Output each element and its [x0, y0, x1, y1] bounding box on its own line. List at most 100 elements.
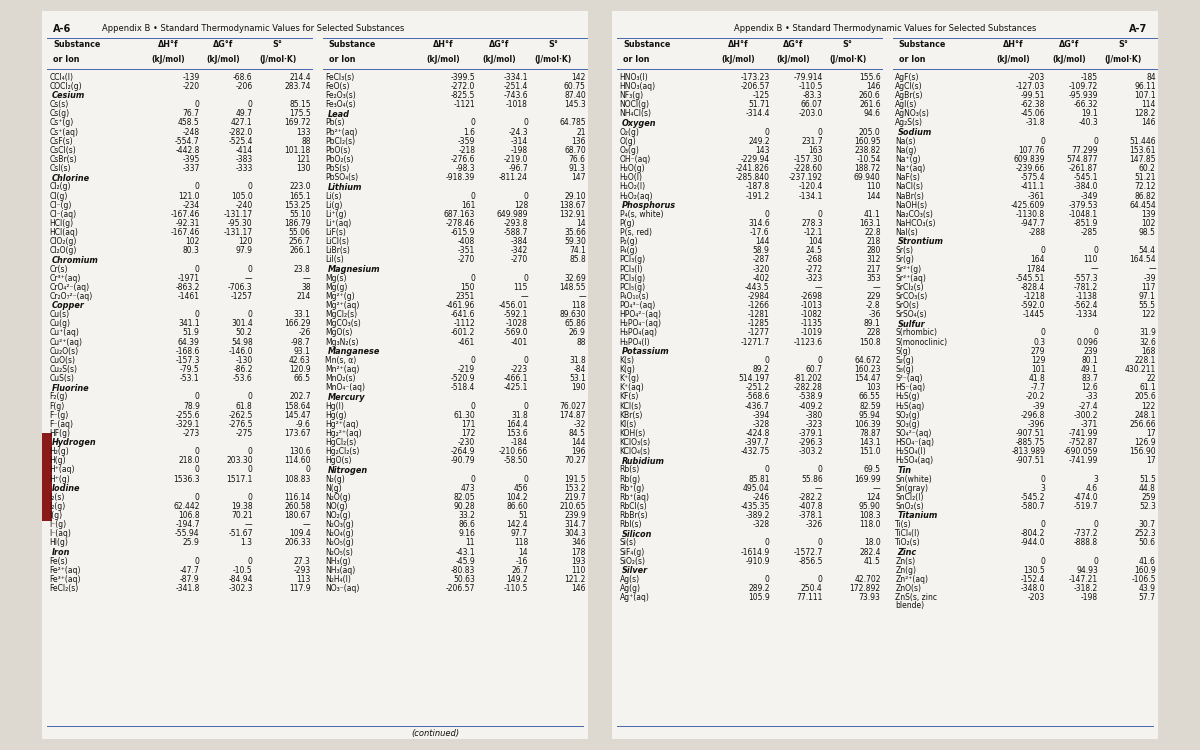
Text: KClO₄(s): KClO₄(s) — [619, 447, 650, 456]
Text: 33.2: 33.2 — [458, 511, 475, 520]
Text: 0: 0 — [1040, 136, 1045, 146]
Text: P₄(s, white): P₄(s, white) — [619, 210, 664, 219]
Text: 164: 164 — [1031, 256, 1045, 265]
Text: 51: 51 — [518, 511, 528, 520]
Text: 118: 118 — [571, 301, 586, 310]
Text: Mn²⁺(aq): Mn²⁺(aq) — [325, 365, 360, 374]
Text: 260.6: 260.6 — [859, 91, 881, 100]
Text: 110: 110 — [1084, 256, 1098, 265]
Text: I⁻(g): I⁻(g) — [49, 520, 67, 530]
Text: LiI(s): LiI(s) — [325, 256, 344, 265]
Text: (J/mol·K): (J/mol·K) — [259, 55, 296, 64]
Text: -255.6: -255.6 — [175, 411, 199, 420]
Text: 19.38: 19.38 — [232, 502, 253, 511]
Text: 0: 0 — [306, 466, 311, 475]
Text: Zinc: Zinc — [898, 548, 917, 556]
Text: 118.0: 118.0 — [859, 520, 881, 530]
Text: SiO₂(s): SiO₂(s) — [619, 556, 646, 566]
Text: AgF(s): AgF(s) — [895, 73, 920, 82]
Text: -1218: -1218 — [1024, 292, 1045, 301]
Text: 89.630: 89.630 — [559, 310, 586, 320]
Text: 124: 124 — [866, 493, 881, 502]
Text: SO₂(g): SO₂(g) — [895, 411, 920, 420]
Text: -318.2: -318.2 — [1074, 584, 1098, 593]
Text: HS⁻(aq): HS⁻(aq) — [895, 383, 925, 392]
Text: 180.67: 180.67 — [284, 511, 311, 520]
Text: -1271.7: -1271.7 — [740, 338, 769, 346]
Text: -31.8: -31.8 — [1026, 118, 1045, 128]
Text: Fe²⁺(aq): Fe²⁺(aq) — [49, 566, 82, 574]
Text: I₂(s): I₂(s) — [49, 493, 65, 502]
Text: -239.66: -239.66 — [1015, 164, 1045, 173]
Text: 85.81: 85.81 — [749, 475, 769, 484]
Text: (kJ/mol): (kJ/mol) — [1052, 55, 1086, 64]
Text: -888.8: -888.8 — [1074, 538, 1098, 548]
Text: CuO(s): CuO(s) — [49, 356, 76, 364]
Text: H₂S(aq): H₂S(aq) — [895, 401, 925, 410]
Text: O(g): O(g) — [619, 136, 636, 146]
Text: -466.1: -466.1 — [504, 374, 528, 383]
Text: AgNO₃(s): AgNO₃(s) — [895, 110, 930, 118]
Text: Sn(white): Sn(white) — [895, 475, 932, 484]
Text: -55.94: -55.94 — [175, 530, 199, 538]
Text: 53.1: 53.1 — [569, 374, 586, 383]
Text: 107.76: 107.76 — [1019, 146, 1045, 154]
Text: -320: -320 — [752, 265, 769, 274]
Text: 205.6: 205.6 — [1134, 392, 1156, 401]
Text: 129: 129 — [1031, 356, 1045, 364]
Text: Mg²⁺(aq): Mg²⁺(aq) — [325, 301, 360, 310]
Text: 231.7: 231.7 — [802, 136, 823, 146]
Text: 32.69: 32.69 — [564, 274, 586, 283]
Text: 108.83: 108.83 — [284, 475, 311, 484]
Text: 73.93: 73.93 — [859, 593, 881, 602]
Text: -371: -371 — [1081, 420, 1098, 429]
Text: -1048.1: -1048.1 — [1069, 210, 1098, 219]
Text: Copper: Copper — [52, 302, 85, 310]
Text: -863.2: -863.2 — [175, 283, 199, 292]
Text: 65.86: 65.86 — [564, 320, 586, 328]
Text: -825.5: -825.5 — [451, 91, 475, 100]
Text: -334.1: -334.1 — [504, 73, 528, 82]
Text: 0: 0 — [470, 118, 475, 128]
Text: K⁺(g): K⁺(g) — [619, 374, 640, 383]
Text: N₂O₄(g): N₂O₄(g) — [325, 530, 354, 538]
Text: -328: -328 — [752, 520, 769, 530]
Text: -601.2: -601.2 — [451, 328, 475, 338]
Text: 163: 163 — [808, 146, 823, 154]
Text: Titanium: Titanium — [898, 512, 938, 520]
Text: 0: 0 — [1093, 328, 1098, 338]
Text: (kJ/mol): (kJ/mol) — [776, 55, 810, 64]
Text: -425.1: -425.1 — [504, 383, 528, 392]
Text: 18.0: 18.0 — [864, 538, 881, 548]
Text: 76.7: 76.7 — [182, 110, 199, 118]
Text: (kJ/mol): (kJ/mol) — [721, 55, 755, 64]
Text: S(monoclinic): S(monoclinic) — [895, 338, 948, 346]
Text: -379.1: -379.1 — [798, 429, 823, 438]
Text: -270: -270 — [511, 256, 528, 265]
Text: 117.9: 117.9 — [289, 584, 311, 593]
Text: N₂H₄(l): N₂H₄(l) — [325, 575, 352, 584]
Text: -1138: -1138 — [1076, 292, 1098, 301]
Text: -397.7: -397.7 — [745, 438, 769, 447]
Text: 0: 0 — [248, 182, 253, 191]
Text: Magnesium: Magnesium — [328, 265, 380, 274]
Text: 84.5: 84.5 — [569, 429, 586, 438]
Text: 104: 104 — [808, 237, 823, 246]
Text: 132.91: 132.91 — [559, 210, 586, 219]
Text: -737.2: -737.2 — [1074, 530, 1098, 538]
Text: PCl₃(g): PCl₃(g) — [619, 274, 646, 283]
Text: 0.096: 0.096 — [1076, 338, 1098, 346]
Text: -157.3: -157.3 — [175, 356, 199, 364]
Text: S°: S° — [842, 40, 853, 50]
Text: 163.1: 163.1 — [859, 219, 881, 228]
Text: -276.5: -276.5 — [228, 420, 253, 429]
Text: 0: 0 — [470, 401, 475, 410]
Text: —: — — [304, 274, 311, 283]
Text: 103: 103 — [866, 383, 881, 392]
Text: H₂O(l): H₂O(l) — [619, 173, 643, 182]
Text: FeCl₃(s): FeCl₃(s) — [325, 73, 355, 82]
Text: Silver: Silver — [622, 566, 648, 575]
Text: HSO₄⁻(aq): HSO₄⁻(aq) — [895, 438, 935, 447]
Text: -380: -380 — [805, 411, 823, 420]
Text: 514.197: 514.197 — [738, 374, 769, 383]
